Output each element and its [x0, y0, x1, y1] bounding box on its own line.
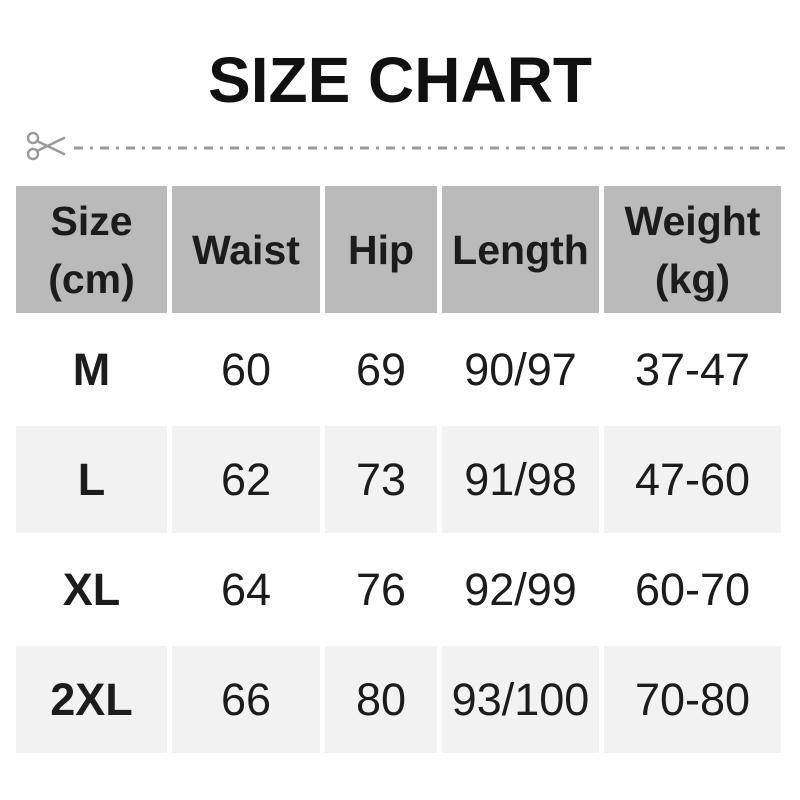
header-weight-line2: (kg) [654, 255, 731, 302]
hip-cell-l: 73 [325, 426, 437, 533]
hip-cell-xl: 76 [325, 536, 437, 643]
header-hip-line1: Hip [347, 226, 415, 273]
weight-cell-l: 47-60 [604, 426, 781, 533]
header-size-line1: Size [50, 197, 133, 244]
waist-cell-xl: 64 [172, 536, 320, 643]
length-cell-l: 91/98 [442, 426, 599, 533]
header-length-line1: Length [452, 226, 589, 273]
header-cell-hip: Hip [325, 186, 437, 313]
size-cell-m: M [16, 316, 167, 423]
header-size-line2: (cm) [48, 255, 135, 302]
length-cell-m: 90/97 [442, 316, 599, 423]
length-cell-xl: 92/99 [442, 536, 599, 643]
header-waist-line1: Waist [192, 226, 300, 273]
header-cell-size: Size (cm) [16, 186, 167, 313]
weight-cell-xl: 60-70 [604, 536, 781, 643]
hip-cell-2xl: 80 [325, 646, 437, 753]
waist-cell-l: 62 [172, 426, 320, 533]
dash-dot-cut-line [74, 132, 788, 164]
header-cell-length: Length [442, 186, 599, 313]
header-cell-weight: Weight (kg) [604, 186, 781, 313]
waist-cell-m: 60 [172, 316, 320, 423]
cut-here-line [26, 130, 788, 167]
page-title: SIZE CHART [208, 44, 592, 116]
length-cell-2xl: 93/100 [442, 646, 599, 753]
scissors-icon [26, 130, 68, 167]
weight-cell-2xl: 70-80 [604, 646, 781, 753]
size-cell-l: L [16, 426, 167, 533]
hip-cell-m: 69 [325, 316, 437, 423]
size-cell-xl: XL [16, 536, 167, 643]
size-cell-2xl: 2XL [16, 646, 167, 753]
header-cell-waist: Waist [172, 186, 320, 313]
waist-cell-2xl: 66 [172, 646, 320, 753]
weight-cell-m: 37-47 [604, 316, 781, 423]
header-weight-line1: Weight [624, 197, 761, 244]
size-table: Size (cm) Waist Hip Length Weight (kg) M… [16, 186, 783, 753]
